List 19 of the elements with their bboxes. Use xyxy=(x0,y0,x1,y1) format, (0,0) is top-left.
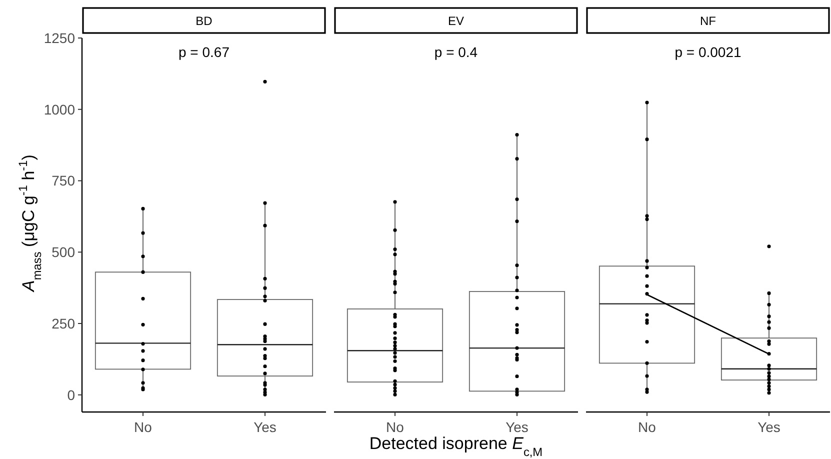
annotation: p = 0.4 xyxy=(434,44,478,60)
x-axis-title: Detected isoprene E$_{c,M}$ xyxy=(369,434,543,459)
annotation: p = 0.0021 xyxy=(674,44,742,60)
x-tick-label: Yes xyxy=(506,419,528,435)
annotation: p = 0.67 xyxy=(178,44,230,60)
y-tick-label: 750 xyxy=(52,172,76,189)
x-tick-label: No xyxy=(134,419,152,435)
x-tick-label: Yes xyxy=(254,419,276,435)
y-tick-label: 250 xyxy=(52,315,76,332)
chart-title: EV xyxy=(448,14,464,28)
x-tick-label: No xyxy=(638,419,656,435)
x-tick-label: Yes xyxy=(758,419,780,435)
chart-title: BD xyxy=(196,14,213,28)
y-tick-label: 1000 xyxy=(44,101,76,118)
chart-title: NF xyxy=(700,14,716,28)
y-tick-label: 500 xyxy=(52,244,76,260)
y-tick-label: 0 xyxy=(67,386,76,403)
y-tick-label: 1250 xyxy=(44,30,76,46)
x-tick-label: No xyxy=(386,419,404,435)
